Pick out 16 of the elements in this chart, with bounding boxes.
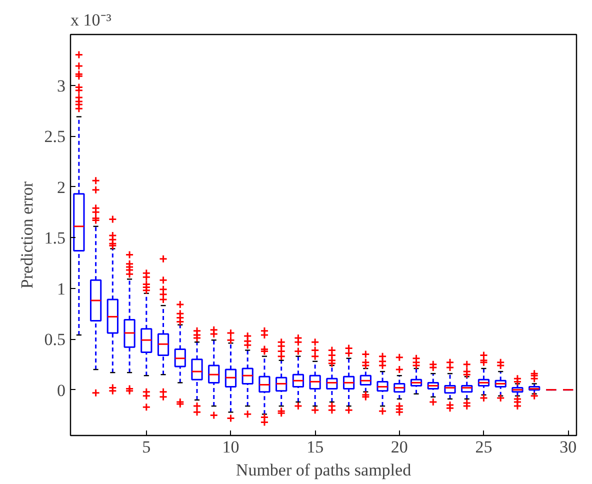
y-tick-label: 0.5 [44,330,66,350]
y-tick-label: 3 [57,76,66,96]
x-tick-label: 10 [222,438,240,456]
y-tick-label: 1 [57,279,66,298]
y-axis-title: Prediction error [17,181,36,289]
x-tick-label: 20 [390,438,408,456]
y-tick-label: 0 [57,380,66,400]
x-tick-label: 25 [475,438,492,456]
x-tick-label: 15 [306,438,324,456]
x-axis-title: Number of paths sampled [236,460,412,480]
x-tick-label: 30 [560,438,577,456]
y-tick-label: 2 [57,178,66,197]
text: x 10⁻³ [70,10,112,30]
y-tick-label: 2.5 [44,127,66,146]
x-tick-label: 5 [142,438,151,456]
y-tick-label: 1.5 [44,228,66,248]
